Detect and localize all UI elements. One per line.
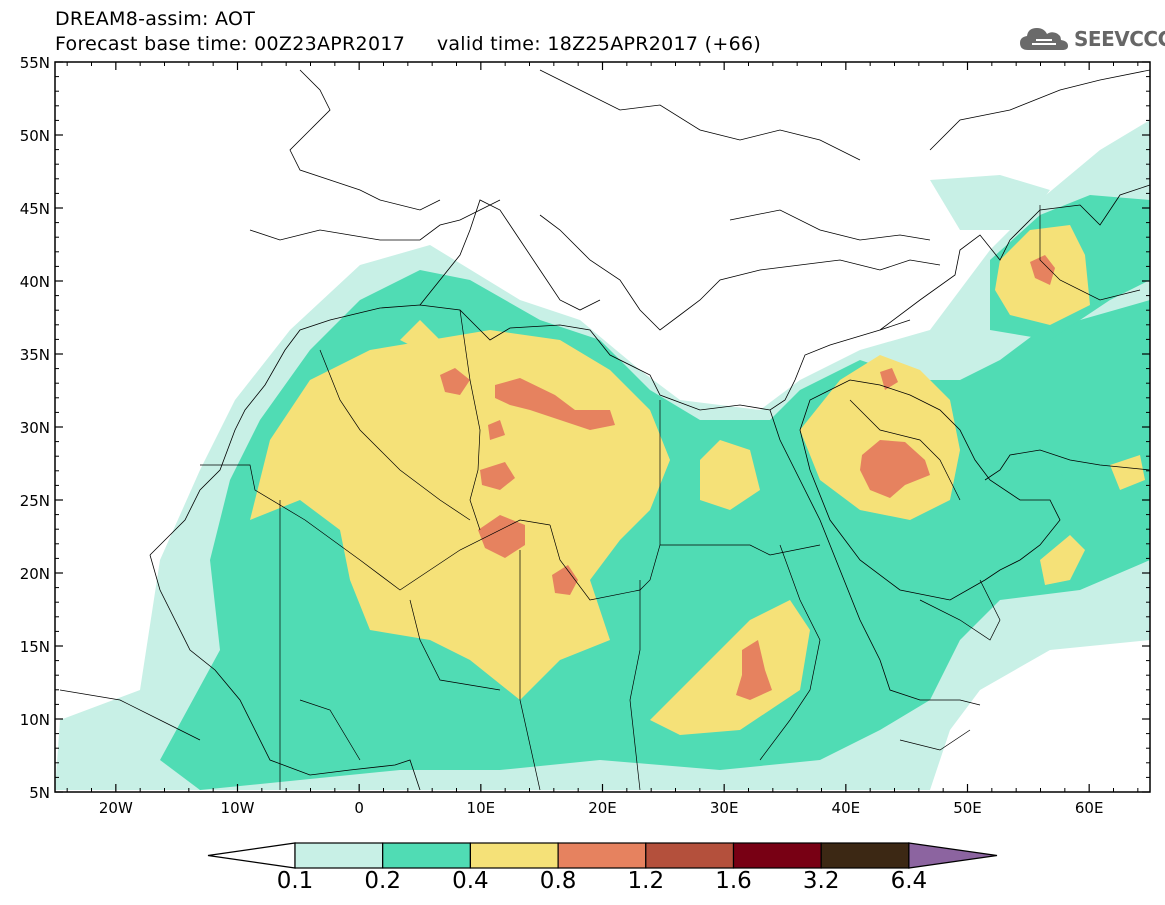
aot-level-0-8 bbox=[440, 255, 1055, 700]
forecast-times: Forecast base time: 00Z23APR2017 valid t… bbox=[55, 33, 762, 55]
logo-text: SEEVCCC bbox=[1074, 27, 1165, 51]
legend-swatch bbox=[469, 842, 559, 869]
legend-label: 0.8 bbox=[539, 868, 577, 894]
lon-tick-label: 0 bbox=[354, 799, 364, 817]
legend-label: 3.2 bbox=[802, 868, 840, 894]
legend-label: 6.4 bbox=[890, 868, 928, 894]
legend-swatch bbox=[820, 842, 910, 869]
legend-swatch bbox=[382, 842, 472, 869]
legend-swatch bbox=[557, 842, 647, 869]
legend-swatch bbox=[645, 842, 735, 869]
lat-tick-label: 10N bbox=[20, 711, 50, 729]
lon-tick-label: 40E bbox=[832, 799, 861, 817]
legend-label: 1.6 bbox=[715, 868, 752, 894]
lat-tick-label: 25N bbox=[20, 492, 50, 510]
lat-tick-label: 40N bbox=[20, 273, 50, 291]
cloud-icon bbox=[1020, 28, 1068, 50]
legend-swatch bbox=[732, 842, 822, 869]
map-title: DREAM8-assim: AOT bbox=[55, 8, 256, 30]
legend-label: 1.2 bbox=[627, 868, 665, 894]
lon-tick-label: 10E bbox=[467, 799, 496, 817]
latitude-axis: 55N 50N 45N 40N 35N 30N 25N 20N 15N 10N 5N bbox=[20, 54, 1150, 802]
legend-label: 0.4 bbox=[452, 868, 489, 894]
aot-field bbox=[55, 120, 1150, 790]
lat-tick-label: 55N bbox=[20, 54, 50, 72]
legend-label: 0.2 bbox=[364, 868, 401, 894]
lon-tick-label: 20W bbox=[99, 799, 133, 817]
lat-tick-label: 35N bbox=[20, 346, 50, 364]
lon-tick-label: 10W bbox=[221, 799, 255, 817]
lon-tick-label: 60E bbox=[1075, 799, 1104, 817]
lon-tick-label: 30E bbox=[710, 799, 739, 817]
longitude-axis: 20W 10W 0 10E 20E 30E 40E 50E 60E bbox=[66, 62, 1139, 817]
borders bbox=[59, 205, 1141, 791]
legend-arrow-high bbox=[908, 842, 998, 869]
lat-tick-label: 30N bbox=[20, 419, 50, 437]
coastlines bbox=[149, 69, 1150, 791]
legend-swatch bbox=[294, 842, 384, 869]
legend-arrow-low bbox=[207, 842, 296, 869]
lat-tick-label: 45N bbox=[20, 200, 50, 218]
lon-tick-label: 20E bbox=[588, 799, 617, 817]
lat-tick-label: 50N bbox=[20, 127, 50, 145]
seevccc-logo: SEEVCCC bbox=[1018, 22, 1165, 56]
lon-tick-label: 50E bbox=[953, 799, 982, 817]
color-legend bbox=[207, 842, 998, 869]
lat-tick-label: 15N bbox=[20, 638, 50, 656]
legend-label: 0.1 bbox=[276, 868, 314, 894]
lat-tick-label: 20N bbox=[20, 565, 50, 583]
lat-tick-label: 5N bbox=[29, 784, 50, 802]
